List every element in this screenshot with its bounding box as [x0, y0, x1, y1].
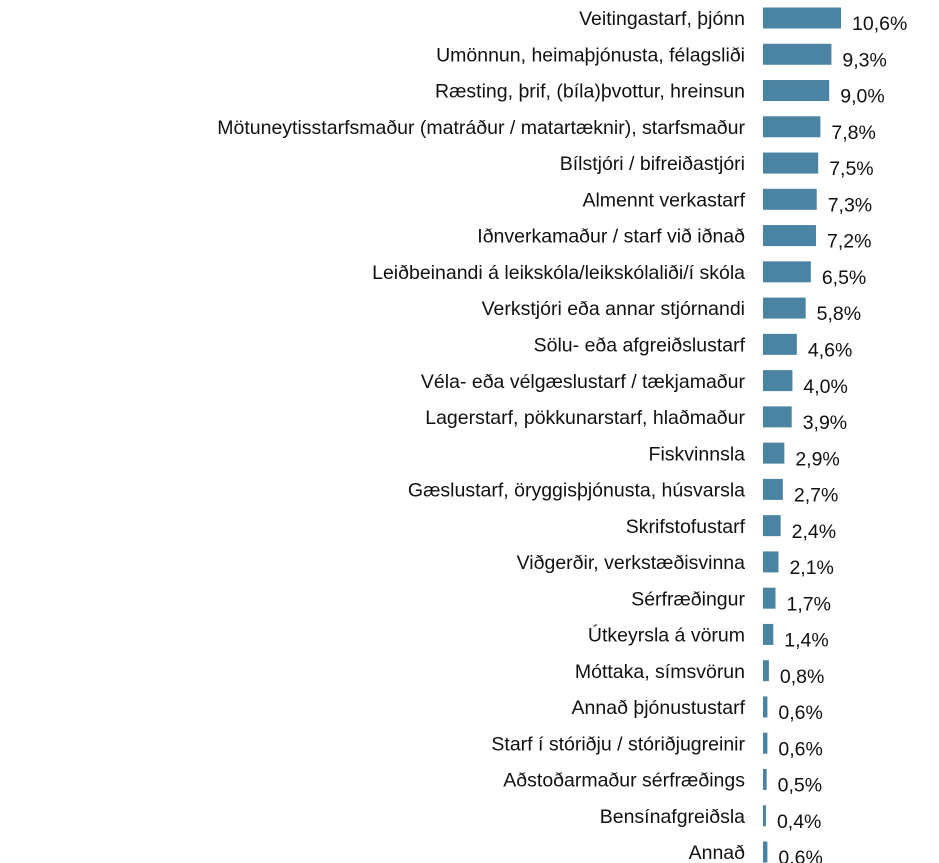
bar: [763, 478, 783, 500]
category-label: Verkstjóri eða annar stjórnandi: [482, 298, 745, 320]
category-label: Sölu- eða afgreiðslustarf: [534, 335, 746, 357]
category-label: Skrifstofustarf: [626, 516, 746, 538]
value-label: 7,5%: [829, 158, 873, 180]
category-label: Lagerstarf, pökkunarstarf, hlaðmaður: [425, 407, 745, 429]
category-label: Annað: [689, 842, 746, 863]
value-label: 7,3%: [828, 194, 872, 216]
bar: [763, 768, 767, 790]
value-label: 2,7%: [794, 485, 838, 507]
category-label: Umönnun, heimaþjónusta, félagsliði: [436, 44, 745, 66]
bar: [763, 152, 819, 174]
bar: [763, 696, 768, 718]
bar: [763, 225, 816, 247]
bar: [763, 297, 806, 319]
value-label: 4,0%: [803, 376, 847, 398]
category-label: Iðnverkamaður / starf við iðnað: [477, 226, 745, 248]
bar: [763, 188, 817, 210]
value-label: 0,4%: [777, 811, 821, 833]
value-label: 6,5%: [822, 267, 866, 289]
bar: [763, 43, 832, 65]
value-label: 2,1%: [789, 557, 833, 579]
value-label: 10,6%: [852, 13, 907, 35]
category-label: Leiðbeinandi á leikskóla/leikskólaliði/í…: [372, 262, 745, 284]
value-label: 5,8%: [817, 303, 861, 325]
value-label: 0,8%: [780, 666, 824, 688]
category-label: Starf í stóriðju / stóriðjugreinir: [491, 733, 745, 755]
category-label: Bílstjóri / bifreiðastjóri: [560, 153, 745, 175]
category-label: Fiskvinnsla: [649, 443, 746, 465]
category-label: Mötuneytisstarfsmaður (matráður / matart…: [217, 117, 745, 139]
bar: [763, 406, 792, 428]
category-label: Gæslustarf, öryggisþjónusta, húsvarsla: [408, 480, 745, 502]
category-label: Móttaka, símsvörun: [575, 661, 745, 683]
category-label: Viðgerðir, verkstæðisvinna: [517, 552, 745, 574]
value-label: 3,9%: [803, 412, 847, 434]
value-label: 9,0%: [840, 86, 884, 108]
bar: [763, 587, 776, 609]
bar: [763, 623, 774, 645]
value-label: 9,3%: [842, 49, 886, 71]
value-label: 0,6%: [778, 738, 822, 760]
bar: [763, 370, 793, 392]
bar: [763, 805, 766, 827]
bar: [763, 841, 768, 863]
value-label: 7,8%: [831, 122, 875, 144]
value-label: 4,6%: [808, 340, 852, 362]
value-label: 7,2%: [827, 231, 871, 253]
category-label: Aðstoðarmaður sérfræðings: [503, 770, 745, 792]
category-label: Ræsting, þrif, (bíla)þvottur, hreinsun: [435, 81, 745, 103]
category-label: Veitingastarf, þjónn: [579, 8, 745, 30]
bar: [763, 261, 811, 283]
category-label: Véla- eða vélgæslustarf / tækjamaður: [421, 371, 746, 393]
bar: [763, 660, 769, 682]
bar: [763, 80, 830, 102]
category-label: Útkeyrsla á vörum: [588, 624, 745, 647]
bar: [763, 7, 841, 29]
bar: [763, 732, 768, 754]
value-label: 1,7%: [787, 593, 831, 615]
value-label: 0,6%: [778, 702, 822, 724]
bar: [763, 442, 785, 464]
value-label: 2,9%: [795, 448, 839, 470]
value-label: 2,4%: [792, 521, 836, 543]
category-label: Annað þjónustustarf: [572, 697, 746, 719]
category-label: Bensínafgreiðsla: [600, 806, 745, 828]
value-label: 1,4%: [784, 630, 828, 652]
value-label: 0,5%: [778, 775, 822, 797]
bar: [763, 551, 779, 573]
category-label: Sérfræðingur: [631, 588, 745, 610]
value-label: 0,6%: [778, 847, 822, 863]
category-label: Almennt verkastarf: [582, 189, 745, 211]
bar: [763, 116, 821, 138]
bar: [763, 333, 797, 355]
bar: [763, 515, 781, 537]
